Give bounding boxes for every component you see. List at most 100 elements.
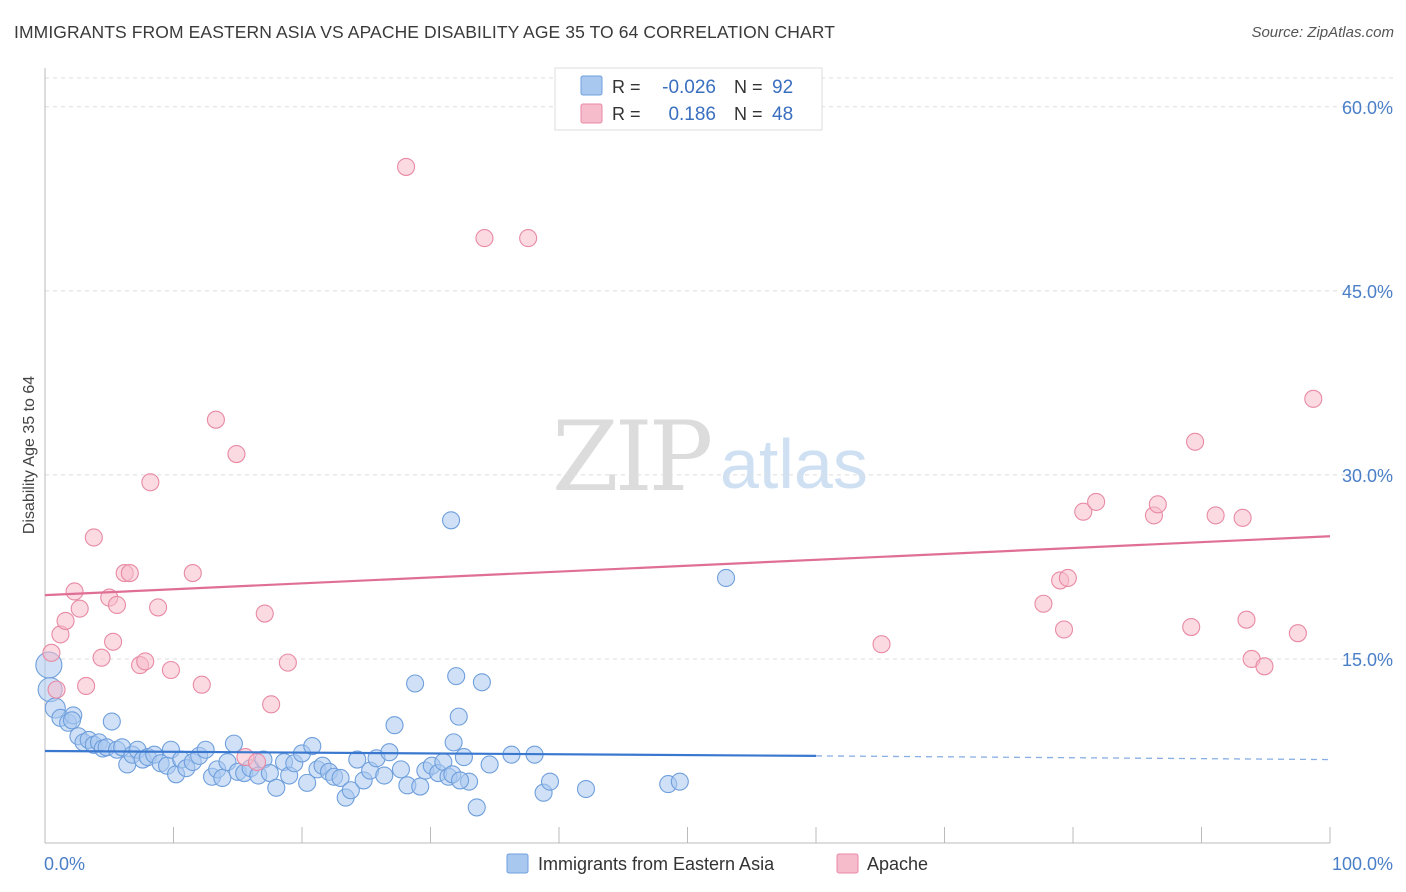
- data-points: [35, 157, 1323, 817]
- trend-line-eastern-asia: [44, 749, 817, 757]
- watermark-zip: ZIP: [552, 401, 711, 513]
- point-eastern-asia: [576, 779, 596, 799]
- point-eastern-asia: [341, 781, 360, 800]
- legend-r-label-pink: R =: [612, 104, 641, 124]
- point-apache: [56, 611, 75, 630]
- point-eastern-asia: [451, 771, 470, 790]
- point-eastern-asia: [375, 766, 394, 785]
- point-apache: [47, 680, 66, 699]
- point-eastern-asia: [331, 768, 350, 788]
- point-apache: [42, 643, 61, 662]
- point-eastern-asia: [472, 673, 491, 692]
- point-apache: [149, 598, 168, 617]
- legend-r-label-blue: R =: [612, 77, 641, 97]
- point-eastern-asia: [102, 712, 121, 731]
- point-eastern-asia: [449, 707, 468, 726]
- point-apache: [136, 652, 155, 671]
- correlation-legend: R = -0.026 N = 92 R = 0.186 N = 48: [554, 67, 823, 131]
- point-apache: [1206, 506, 1225, 525]
- point-apache: [92, 648, 111, 667]
- point-apache: [1148, 495, 1167, 514]
- y-tick-label: 15.0%: [1342, 650, 1393, 670]
- trend-line-apache: [44, 535, 1331, 597]
- point-apache: [107, 595, 127, 615]
- point-eastern-asia: [391, 760, 410, 779]
- point-apache: [77, 676, 96, 695]
- point-apache: [1255, 657, 1274, 676]
- point-eastern-asia: [62, 711, 82, 730]
- legend-n-value-blue: 92: [772, 77, 793, 98]
- legend-swatch-blue: [580, 75, 603, 96]
- point-apache: [1186, 432, 1205, 451]
- point-apache: [1288, 624, 1307, 643]
- point-eastern-asia: [447, 667, 466, 686]
- point-eastern-asia: [454, 748, 473, 767]
- point-apache: [872, 635, 891, 654]
- point-eastern-asia: [480, 755, 499, 774]
- point-apache: [104, 632, 123, 651]
- point-apache: [475, 229, 494, 248]
- series-swatch-pink: [836, 853, 859, 874]
- point-apache: [255, 604, 274, 623]
- point-eastern-asia: [442, 511, 461, 530]
- x-tick-label: 0.0%: [44, 854, 85, 874]
- point-eastern-asia: [467, 798, 486, 817]
- point-apache: [247, 752, 267, 772]
- point-apache: [1034, 594, 1053, 613]
- point-eastern-asia: [406, 674, 425, 693]
- point-apache: [1182, 618, 1201, 637]
- point-apache: [1058, 568, 1077, 588]
- point-eastern-asia: [348, 750, 367, 769]
- point-apache: [1304, 389, 1323, 408]
- point-apache: [1237, 610, 1256, 629]
- point-apache: [278, 653, 297, 672]
- watermark: ZIP atlas: [552, 401, 868, 513]
- source-label: Source: ZipAtlas.com: [1251, 24, 1394, 41]
- point-eastern-asia: [444, 733, 463, 752]
- series-legend: Immigrants from Eastern Asia Apache: [506, 853, 928, 874]
- point-eastern-asia: [213, 768, 232, 788]
- trend-line-eastern-asia-extension: [815, 755, 1331, 761]
- trend-lines: [44, 535, 1331, 761]
- point-eastern-asia: [196, 740, 215, 759]
- series-label-blue: Immigrants from Eastern Asia: [538, 854, 775, 874]
- legend-r-value-pink: 0.186: [668, 104, 716, 125]
- point-apache: [519, 229, 538, 248]
- y-tick-label: 30.0%: [1342, 466, 1393, 486]
- point-apache: [65, 582, 84, 601]
- y-tick-label: 45.0%: [1342, 282, 1393, 302]
- point-apache: [397, 157, 416, 176]
- point-apache: [84, 528, 103, 547]
- series-swatch-blue: [506, 853, 529, 874]
- tick-labels: 15.0% 30.0% 45.0% 60.0% 0.0% 100.0%: [44, 98, 1393, 874]
- x-tick-label: 100.0%: [1332, 854, 1393, 874]
- point-eastern-asia: [385, 716, 404, 735]
- point-apache: [227, 444, 246, 464]
- point-eastern-asia: [224, 734, 243, 753]
- series-label-pink: Apache: [867, 854, 928, 874]
- point-apache: [1233, 508, 1252, 527]
- point-eastern-asia: [303, 737, 322, 756]
- legend-n-label-blue: N =: [734, 77, 763, 97]
- point-apache: [1074, 502, 1093, 521]
- point-apache: [1087, 492, 1106, 511]
- watermark-atlas: atlas: [720, 425, 868, 503]
- y-axis-label: Disability Age 35 to 64: [21, 376, 38, 534]
- point-eastern-asia: [540, 772, 560, 791]
- point-eastern-asia: [298, 773, 317, 792]
- axes: [44, 68, 1331, 844]
- legend-n-label-pink: N =: [734, 104, 763, 124]
- point-eastern-asia: [670, 772, 689, 791]
- legend-swatch-pink: [580, 103, 603, 124]
- point-apache: [192, 675, 211, 694]
- point-apache: [262, 695, 281, 714]
- chart-title: IMMIGRANTS FROM EASTERN ASIA VS APACHE D…: [14, 22, 835, 42]
- legend-n-value-pink: 48: [772, 104, 793, 125]
- y-tick-label: 60.0%: [1342, 98, 1393, 118]
- point-apache: [161, 660, 180, 680]
- point-apache: [206, 410, 225, 429]
- point-eastern-asia: [267, 778, 286, 797]
- point-apache: [70, 599, 89, 618]
- point-eastern-asia: [716, 568, 736, 588]
